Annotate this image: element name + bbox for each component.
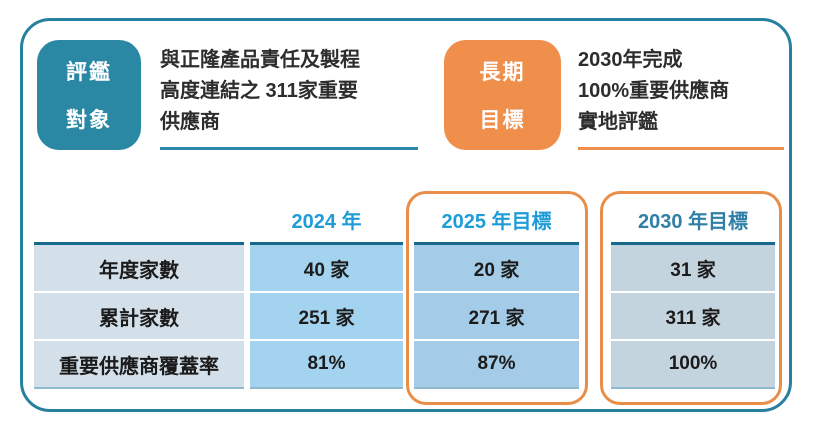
long-term-goal-badge: 長期 目標 [444,40,561,150]
row-label-annual-count: 年度家數 [34,245,244,291]
cell-2025-cumulative: 271 家 [414,293,579,339]
cell-2030-annual: 31 家 [611,245,775,291]
text-line: 2030年完成 [578,49,683,71]
badge-line: 目標 [479,109,526,132]
teal-divider-line [160,147,418,150]
text-line: 100%重要供應商 [578,80,730,102]
long-term-goal-text: 2030年完成 100%重要供應商 實地評鑑 [578,45,729,138]
cell-2024-cumulative: 251 家 [250,293,403,339]
cell-2030-cumulative: 311 家 [611,293,775,339]
text-line: 供應商 [160,111,220,133]
cell-2024-annual: 40 家 [250,245,403,291]
outer-frame [20,18,792,412]
cell-2025-coverage: 87% [414,341,579,387]
column-header-2024: 2024 年 [291,211,362,233]
evaluation-target-text: 與正隆產品責任及製程 高度連結之 311家重要 供應商 [160,45,360,138]
data-column-2025-target: 20 家 271 家 87% [414,242,579,389]
text-line: 與正隆產品責任及製程 [160,49,360,71]
orange-divider-line [578,147,784,150]
data-column-2030-target: 31 家 311 家 100% [611,242,775,389]
text-line: 高度連結之 311家重要 [160,80,358,102]
badge-line: 對象 [66,109,112,132]
cell-2030-coverage: 100% [611,341,775,387]
cell-2025-annual: 20 家 [414,245,579,291]
data-column-2024: 40 家 251 家 81% [250,242,403,389]
badge-line: 評鑑 [66,61,112,84]
text-line: 實地評鑑 [578,111,658,133]
row-label-column: 年度家數 累計家數 重要供應商覆蓋率 [34,242,244,389]
row-label-cumulative-count: 累計家數 [34,293,244,339]
row-label-coverage-rate: 重要供應商覆蓋率 [34,341,244,387]
column-header-2030-target: 2030 年目標 [637,211,749,233]
column-header-2025-target: 2025 年目標 [441,211,552,233]
cell-2024-coverage: 81% [250,341,403,387]
evaluation-target-badge: 評鑑 對象 [37,40,141,150]
badge-line: 長期 [479,61,526,84]
